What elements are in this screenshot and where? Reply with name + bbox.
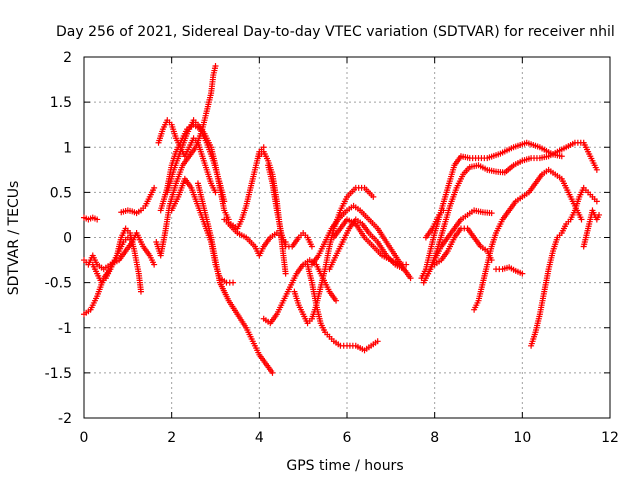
y-tick-labels: -2 -1.5 -1 -0.5 0 0.5 1 1.5 2 <box>45 50 72 427</box>
data-point <box>212 189 219 196</box>
data-series <box>164 117 232 223</box>
data-series <box>422 207 447 241</box>
x-tick-label: 10 <box>513 430 531 446</box>
data-series <box>425 207 495 277</box>
data-point <box>94 216 101 223</box>
axis-ticks <box>83 56 611 419</box>
data-point <box>333 297 340 304</box>
data-point <box>269 369 276 376</box>
x-tick-labels: 0 2 4 6 8 10 12 <box>80 430 619 446</box>
data-points <box>81 63 603 376</box>
data-point <box>230 279 237 286</box>
y-tick-label: 2 <box>63 50 72 66</box>
data-point <box>212 63 219 70</box>
data-point <box>440 207 447 214</box>
data-point <box>151 261 158 268</box>
x-tick-label: 4 <box>255 430 264 446</box>
data-point <box>403 261 410 268</box>
data-point <box>137 288 144 295</box>
y-tick-label: -1 <box>58 321 72 337</box>
data-series <box>580 207 603 250</box>
data-series <box>471 166 585 313</box>
data-series <box>81 214 101 223</box>
x-tick-label: 2 <box>167 430 176 446</box>
data-series <box>326 216 407 273</box>
data-point <box>129 239 136 246</box>
data-series <box>194 180 276 376</box>
y-tick-label: 0.5 <box>50 185 72 201</box>
data-series <box>493 264 526 277</box>
data-point <box>488 210 495 217</box>
data-point <box>374 338 381 345</box>
data-point <box>578 216 585 223</box>
data-point <box>519 270 526 277</box>
data-series <box>256 148 289 277</box>
y-tick-label: 0 <box>63 231 72 247</box>
data-point <box>308 243 315 250</box>
data-series <box>265 162 315 250</box>
data-series <box>308 202 414 282</box>
y-tick-label: 1 <box>63 140 72 156</box>
data-point <box>151 184 158 191</box>
data-series <box>153 63 219 259</box>
y-tick-label: -0.5 <box>45 276 72 292</box>
x-tick-label: 0 <box>80 430 89 446</box>
data-point <box>596 211 603 218</box>
data-series <box>81 225 144 318</box>
chart-title: Day 256 of 2021, Sidereal Day-to-day VTE… <box>56 24 615 40</box>
y-axis-title: SDTVAR / TECUs <box>6 181 22 296</box>
x-tick-label: 12 <box>601 430 619 446</box>
data-series <box>89 234 136 286</box>
data-point <box>370 193 377 200</box>
data-series <box>528 184 600 349</box>
y-tick-label: -1.5 <box>45 366 72 382</box>
data-series <box>330 216 410 268</box>
data-point <box>400 266 407 273</box>
data-series <box>304 261 381 354</box>
x-axis-title: GPS time / hours <box>286 458 403 474</box>
data-point <box>593 198 600 205</box>
x-tick-label: 8 <box>430 430 439 446</box>
data-series <box>118 184 158 217</box>
y-tick-label: 1.5 <box>50 95 72 111</box>
y-tick-label: -2 <box>58 411 72 427</box>
data-point <box>407 275 414 282</box>
data-point <box>593 166 600 173</box>
data-series <box>81 229 158 273</box>
x-tick-label: 6 <box>343 430 352 446</box>
data-point <box>558 153 565 160</box>
data-series <box>260 257 340 327</box>
data-point <box>282 270 289 277</box>
